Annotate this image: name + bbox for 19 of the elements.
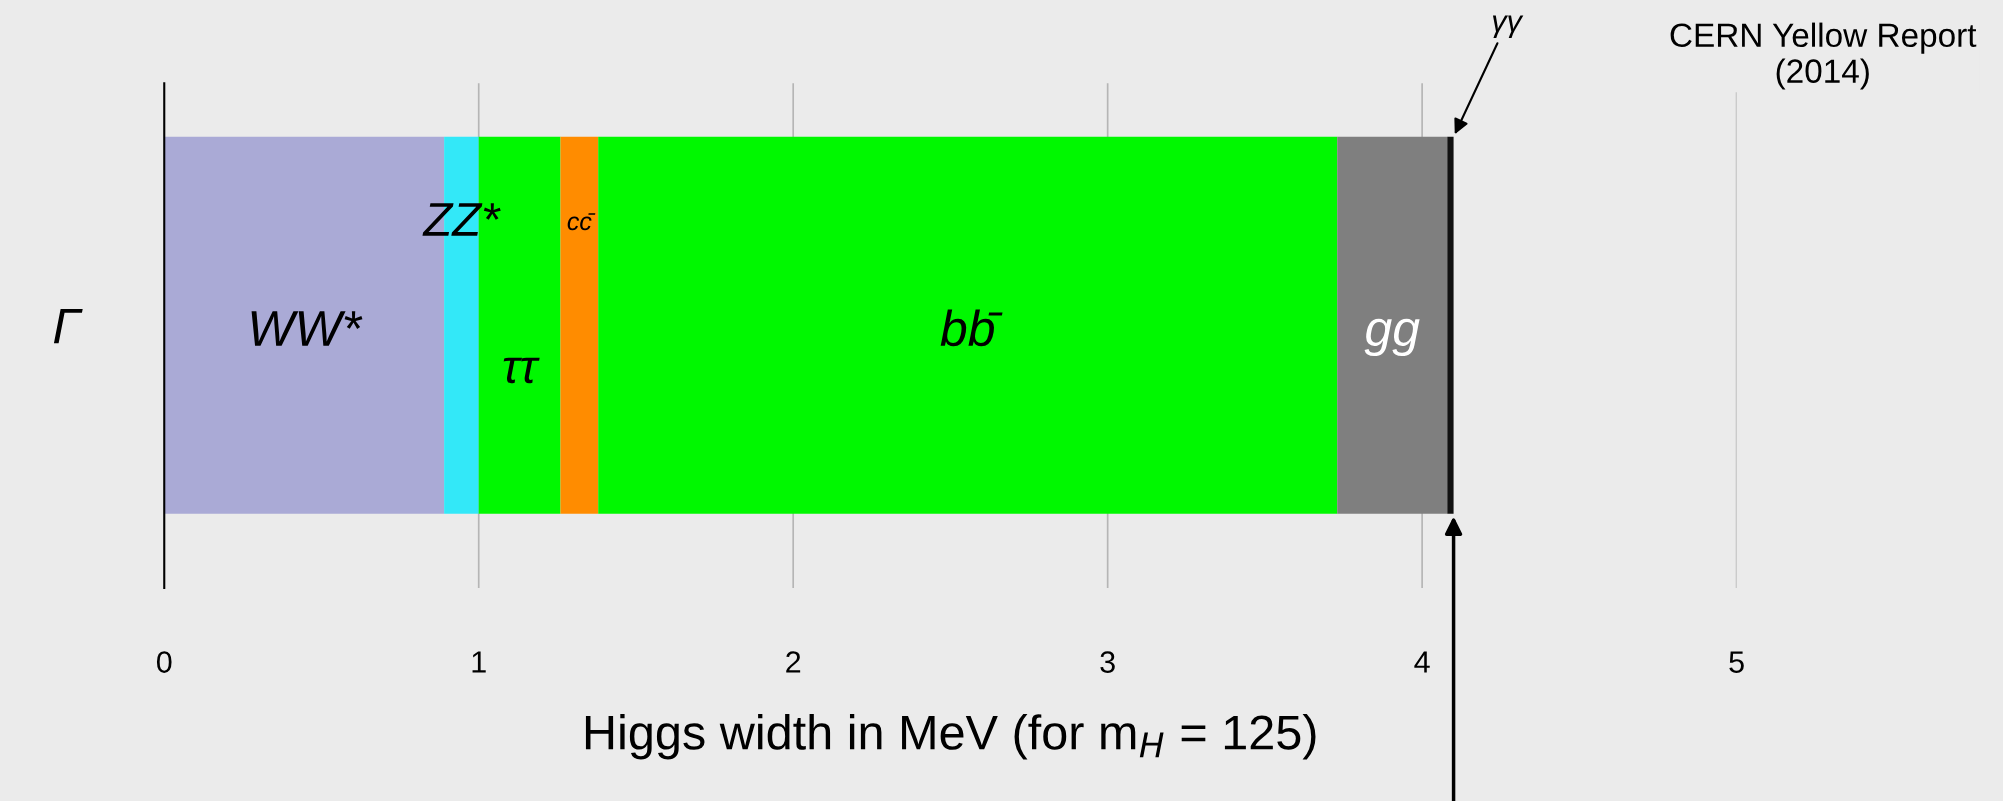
text: CERN Yellow Report (2014) (1670, 22, 1977, 90)
bar (598, 136, 1338, 514)
series-label: cc̄ (567, 213, 596, 231)
y-tick-label: Γ (53, 308, 83, 344)
text: γγ (1492, 15, 1524, 38)
bar (1447, 136, 1454, 514)
bar (560, 136, 599, 514)
x-tick-label: 2 (786, 651, 801, 673)
x-axis-title: Higgs width in MeV (for m$_{H}$ = 125) (585, 714, 1316, 760)
x-tick-label: 5 (1729, 651, 1744, 673)
series-label: bb̄ (940, 309, 1003, 347)
x-tick-label: 4 (1414, 651, 1430, 673)
bar (1337, 136, 1448, 514)
x-tick-label: 1 (472, 651, 486, 673)
series-label: ττ (503, 357, 540, 384)
series-label: gg (1364, 318, 1420, 357)
series-label: WW* (251, 311, 363, 346)
x-tick-label: 0 (156, 651, 172, 673)
x-tick-label: 3 (1100, 651, 1115, 673)
